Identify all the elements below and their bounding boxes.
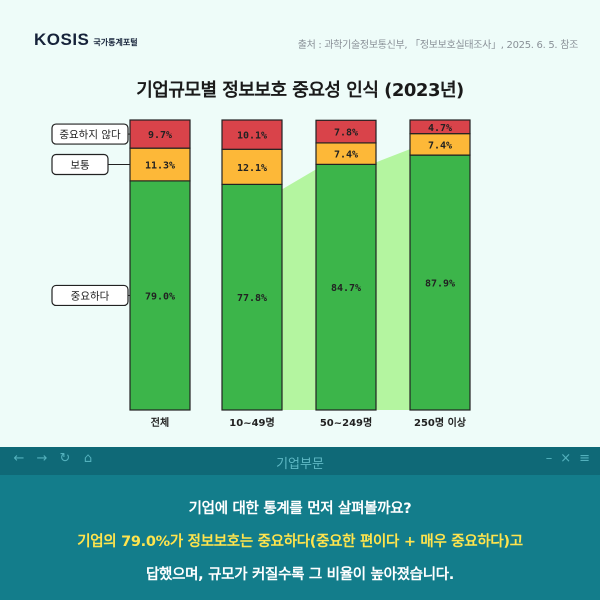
legend-callout-0: 중요하지 않다 (51, 123, 130, 145)
bar-0-segment-2 (129, 119, 191, 149)
panel-text-line-2: 기업의 79.0%가 정보보호는 중요하다(중요한 편이다 + 매우 중요하다)… (77, 534, 523, 550)
legend-callout-1: 보통 (51, 153, 130, 176)
bar-0-label-2: 9.7% (148, 130, 172, 141)
x-tick-label-0: 전체 (151, 416, 169, 429)
stacked-bar-chart: 79.0% 11.3% 9.7% 전체 77.8% 12.1% 10.1% 10~49명 84.… (51, 119, 471, 429)
logo-sub-text: 국가통계포털 (93, 38, 138, 47)
legend-box-1 (51, 153, 109, 176)
bar-2-label-2: 7.8% (334, 128, 358, 139)
legend-box-2 (51, 284, 129, 307)
logo-main-text: KOSIS (34, 30, 90, 49)
kosis-logo[interactable]: KOSIS 국가통계포털 (34, 30, 138, 50)
bar-3-label-0: 87.9% (425, 279, 455, 290)
bar-3-label-1: 7.4% (428, 140, 452, 151)
x-tick-label-2: 50~249명 (320, 416, 372, 429)
x-tick-label-3: 250명 이상 (414, 416, 467, 429)
minimize-icon[interactable]: – (545, 451, 553, 466)
panel-text-line-1: 기업에 대한 통계를 먼저 살펴볼까요? (188, 501, 412, 517)
bar-1-label-0: 77.8% (237, 293, 267, 304)
legend-callout-2: 중요하다 (51, 284, 130, 307)
source-note: 출처 : 과학기술정보통신부, 「정보보호실태조사」, 2025. 6. 5. … (297, 40, 579, 51)
bar-2-label-1: 7.4% (334, 150, 358, 161)
bar-0-segment-1 (129, 147, 191, 182)
panel-text-line-3: 답했으며, 규모가 커질수록 그 비율이 높아졌습니다. (146, 567, 454, 583)
bar-0-segment-0 (129, 180, 191, 411)
browser-panel: ← → ↻ ⌂ 기업부문 – × ≡ 기업에 대한 통계를 먼저 살펴볼까요? … (0, 447, 600, 600)
bar-2-segment-0 (315, 163, 377, 411)
back-icon[interactable]: ← (13, 451, 25, 466)
chart-title: 기업규모별 정보보호 중요성 인식 (2023년) (136, 80, 464, 101)
bar-1-label-2: 10.1% (237, 131, 267, 142)
x-tick-label-1: 10~49명 (229, 416, 274, 429)
close-icon[interactable]: × (560, 451, 572, 466)
window-controls: – × ≡ (546, 451, 590, 466)
header: KOSIS 국가통계포털 출처 : 과학기술정보통신부, 「정보보호실태조사」,… (0, 0, 600, 60)
bar-2-label-0: 84.7% (331, 283, 361, 294)
bar-1-segment-0 (221, 183, 283, 411)
bar-1-label-1: 12.1% (237, 163, 267, 174)
bar-2-segment-2 (315, 119, 377, 144)
bar-1-segment-1 (221, 148, 283, 185)
bar-0-label-1: 11.3% (145, 161, 175, 172)
reload-icon[interactable]: ↻ (59, 451, 71, 466)
bar-3-segment-2 (409, 119, 471, 135)
bar-0-label-0: 79.0% (145, 291, 175, 302)
forward-icon[interactable]: → (36, 451, 48, 466)
home-icon[interactable]: ⌂ (83, 451, 93, 466)
highlight-band-2 (376, 149, 410, 410)
menu-icon[interactable]: ≡ (579, 451, 590, 466)
legend-label-0: 중요하지 않다 (59, 128, 121, 141)
legend-box-0 (51, 123, 129, 145)
bar-3-segment-0 (409, 154, 471, 411)
highlight-band-1 (282, 169, 316, 410)
legend-label-2: 중요하다 (71, 289, 110, 302)
nav-controls: ← → ↻ ⌂ (12, 451, 95, 466)
bar-1-segment-2 (221, 119, 283, 150)
legend-label-1: 보통 (70, 160, 90, 172)
bar-3-label-2: 4.7% (428, 123, 452, 134)
window-titlebar: ← → ↻ ⌂ 기업부문 – × ≡ (0, 447, 600, 475)
window-title: 기업부문 (276, 457, 324, 472)
